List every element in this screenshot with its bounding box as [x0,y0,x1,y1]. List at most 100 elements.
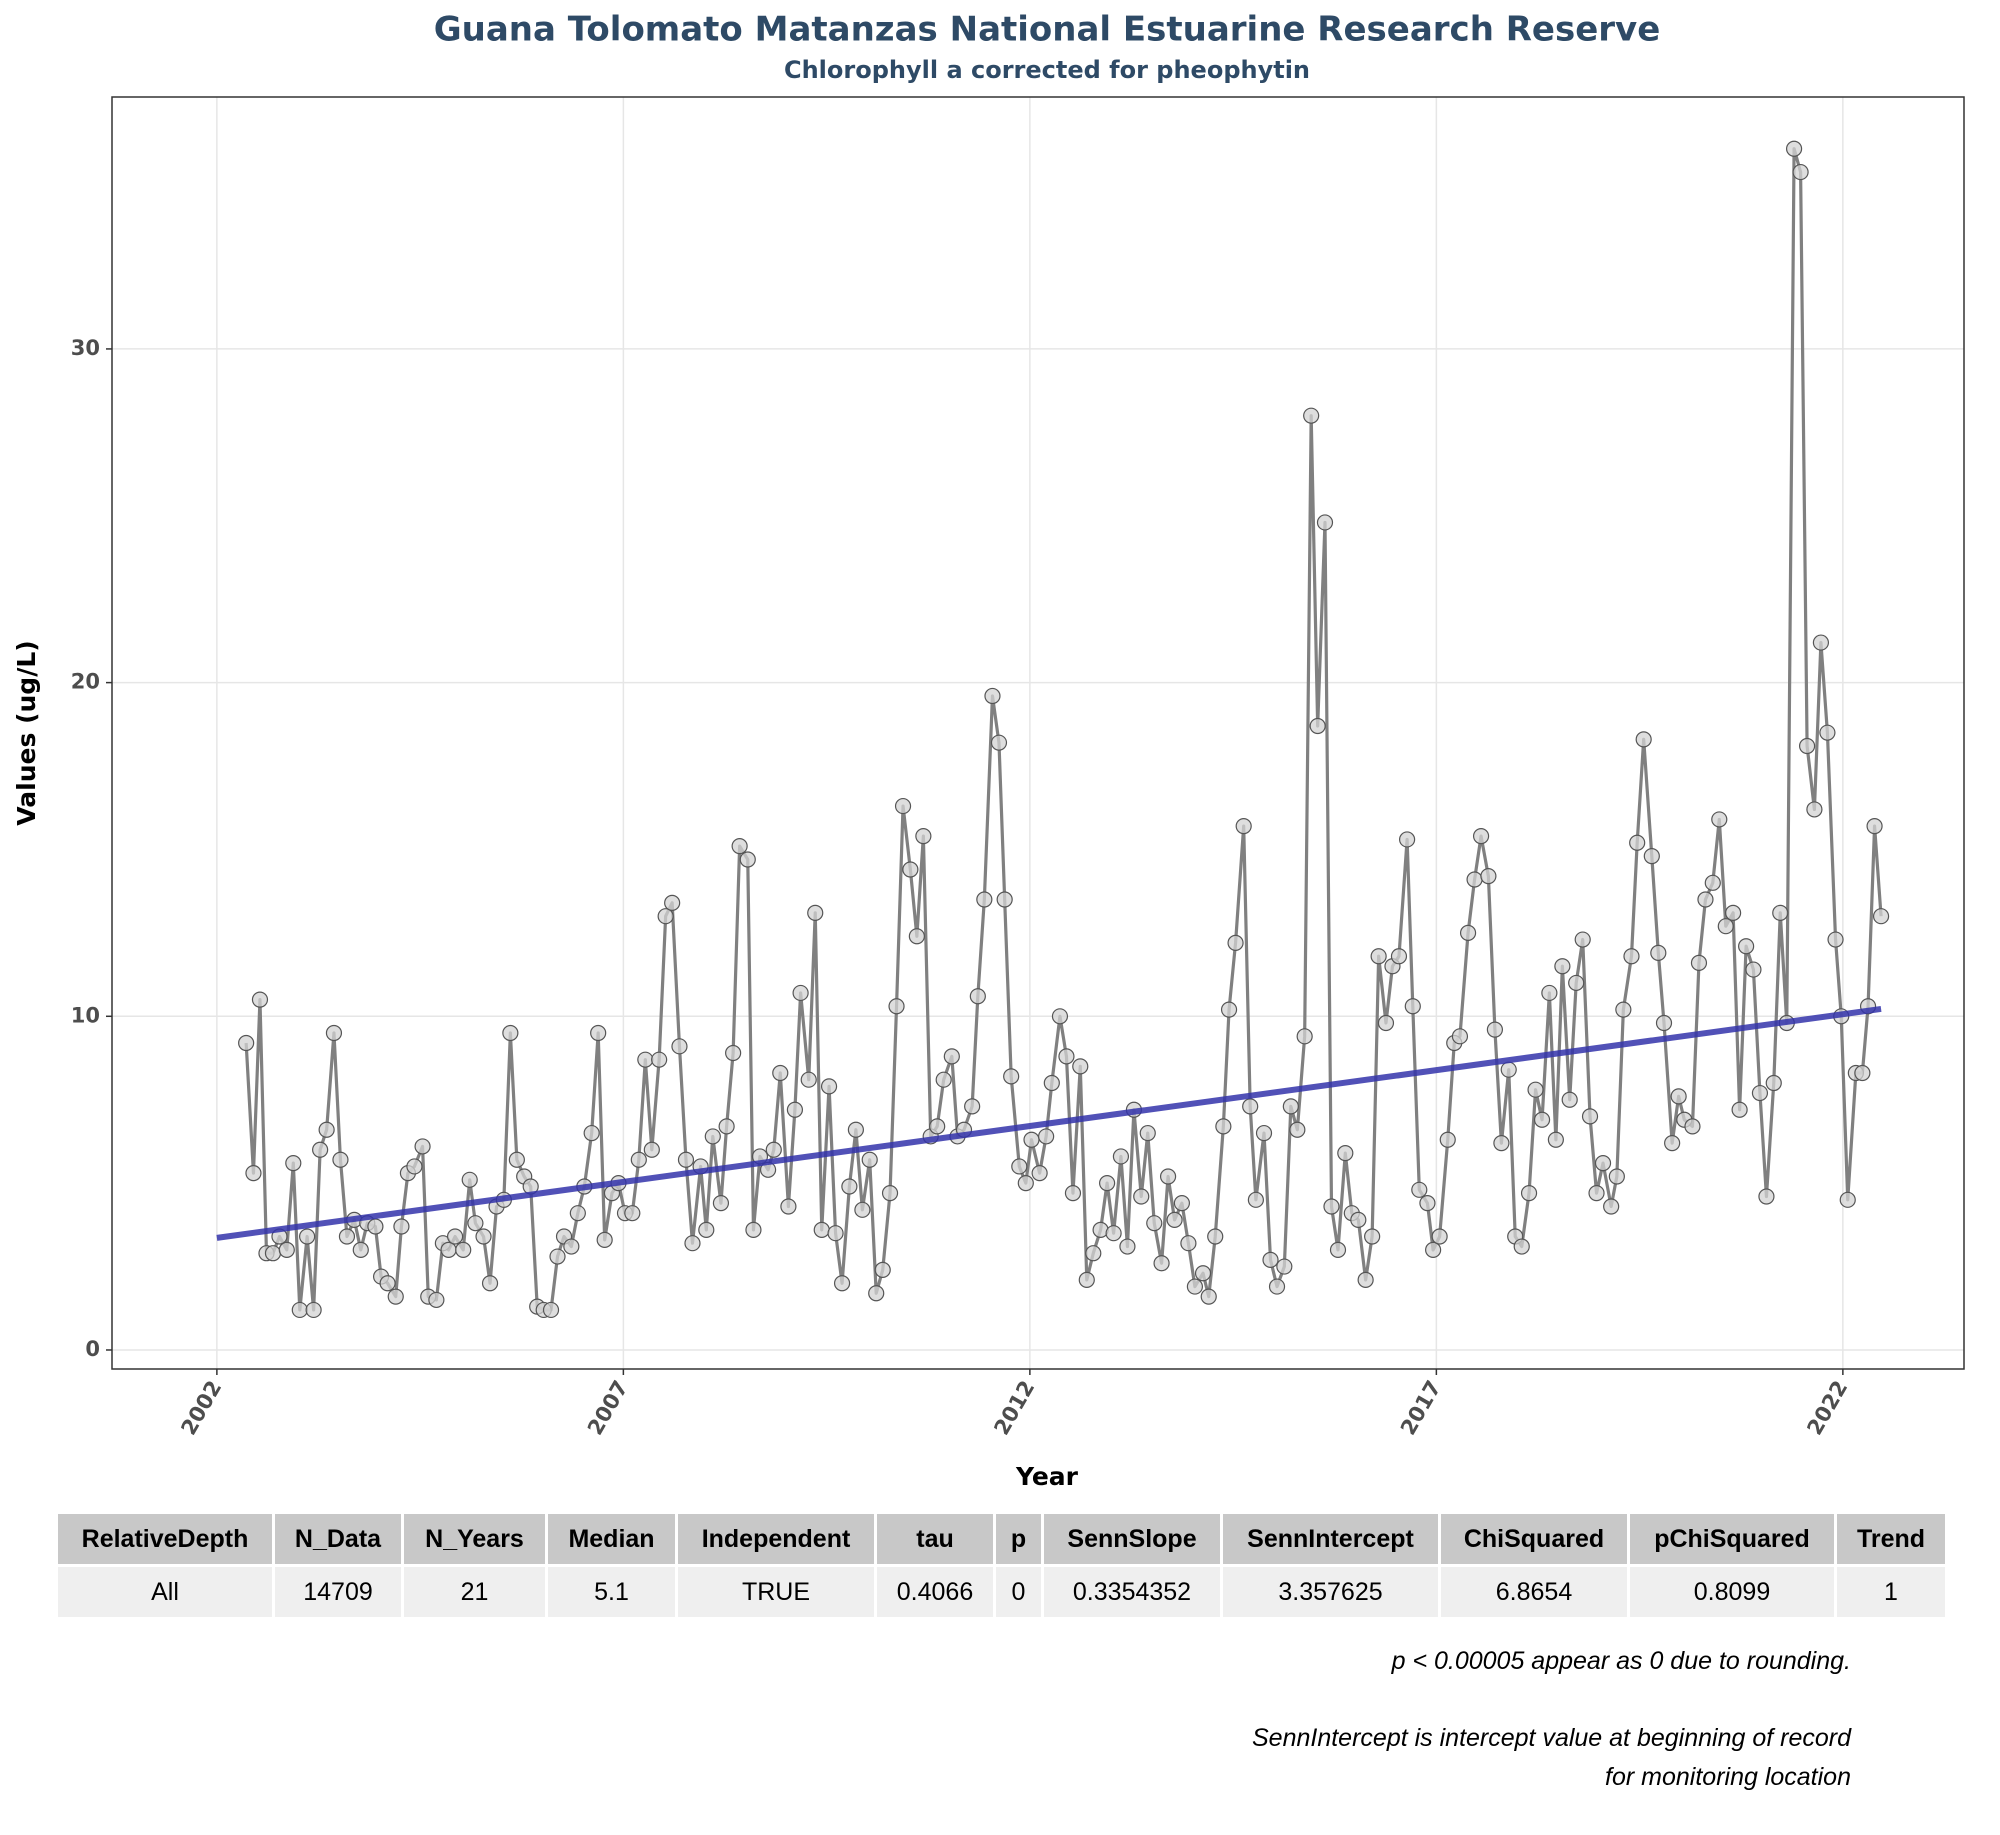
data-point [406,1158,423,1175]
data-point [1180,1235,1197,1252]
data-point [1594,1155,1612,1172]
data-point [1017,1175,1034,1192]
data-point [868,1285,885,1302]
data-point [481,1275,499,1292]
data-point [1235,817,1252,835]
data-point [1078,1271,1095,1289]
data-point [894,797,912,815]
data-point [1058,1048,1075,1065]
data-point [1431,1228,1448,1245]
data-point [352,1241,369,1258]
data-point [563,1238,580,1255]
data-point [1323,1198,1340,1215]
data-point [1451,1028,1469,1045]
data-point [1854,1064,1871,1082]
data-point [1031,1165,1048,1182]
data-point [542,1301,560,1319]
chart-title: Guana Tolomato Matanzas National Estuari… [434,10,1661,50]
data-point [1866,817,1883,835]
note: SennIntercept is intercept value at begi… [1252,1724,1851,1791]
data-point [1072,1058,1089,1075]
column-header: SennIntercept [1220,1511,1441,1567]
x-tick-label: 2017 [1396,1377,1446,1440]
data-point [1541,984,1558,1002]
data-point [1533,1111,1551,1128]
data-point [446,1228,464,1245]
data-point [1725,904,1742,921]
data-point [1112,1148,1130,1165]
data-point [1827,931,1844,948]
data-point [1146,1215,1163,1232]
column-header: N_Data [272,1511,404,1567]
data-point [1011,1158,1028,1175]
data-point [935,1071,952,1088]
data-point [704,1128,721,1145]
data-point [1085,1245,1102,1262]
data-point [1872,908,1890,925]
data-point [1751,1084,1769,1102]
data-point [455,1241,472,1258]
table-body: All 14709 21 5.1 TRUE 0.4066 0 0.3354352 3.35762… [55,1564,1948,1620]
data-point [1704,874,1721,891]
data-point [251,991,269,1008]
data-point [508,1151,525,1168]
data-point [1690,954,1708,972]
data-point [718,1118,735,1135]
data-point [1655,1014,1673,1032]
data-point [1166,1211,1183,1228]
data-point [915,828,932,845]
data-point [1466,871,1483,888]
plot-border [111,96,1965,1370]
chart-subtitle: Chlorophyll a corrected for pheophytin [784,56,1310,84]
data-point [731,838,748,855]
data-point [637,1051,654,1068]
data-point [698,1221,715,1238]
data-point [1159,1168,1177,1185]
data-point [325,1024,343,1042]
data-point [1194,1265,1212,1282]
data-point [827,1225,844,1242]
data-point [1200,1288,1217,1305]
data-point [1798,737,1816,755]
table-cell: 0.4066 [874,1564,996,1620]
data-point [888,998,905,1015]
data-point [1247,1191,1264,1208]
column-header: SennSlope [1041,1511,1223,1567]
data-point [643,1141,660,1158]
data-point [1547,1131,1564,1148]
data-point [1329,1241,1347,1258]
data-point [1309,717,1326,735]
data-point [1603,1198,1620,1215]
data-point [1276,1258,1293,1275]
data-point [1493,1134,1510,1152]
column-header: p [993,1511,1044,1567]
table-cell: 0.3354352 [1041,1564,1223,1620]
data-point [1364,1228,1381,1245]
data-point [990,734,1008,751]
data-point [1398,831,1416,848]
data-point [332,1151,349,1168]
data-point [379,1275,396,1292]
data-point [387,1288,404,1305]
data-point [847,1121,864,1138]
data-point [461,1171,478,1188]
data-point [291,1301,308,1319]
data-point [1390,948,1408,965]
data-point [739,851,756,868]
data-point [1812,634,1830,651]
y-tick-label: 20 [71,670,100,694]
data-point [440,1241,457,1258]
data-point [684,1235,701,1252]
data-point [800,1071,817,1088]
data-point [765,1141,782,1158]
data-point [549,1248,566,1265]
notes: p < 0.00005 appear as 0 due to rounding.… [1231,1642,1851,1835]
data-point [854,1201,871,1218]
data-point [996,891,1013,908]
table-cell: All [55,1564,275,1620]
plot-background [112,97,1964,1369]
data-point [1377,1014,1395,1032]
data-point [1268,1278,1286,1295]
data-point [651,1051,668,1068]
